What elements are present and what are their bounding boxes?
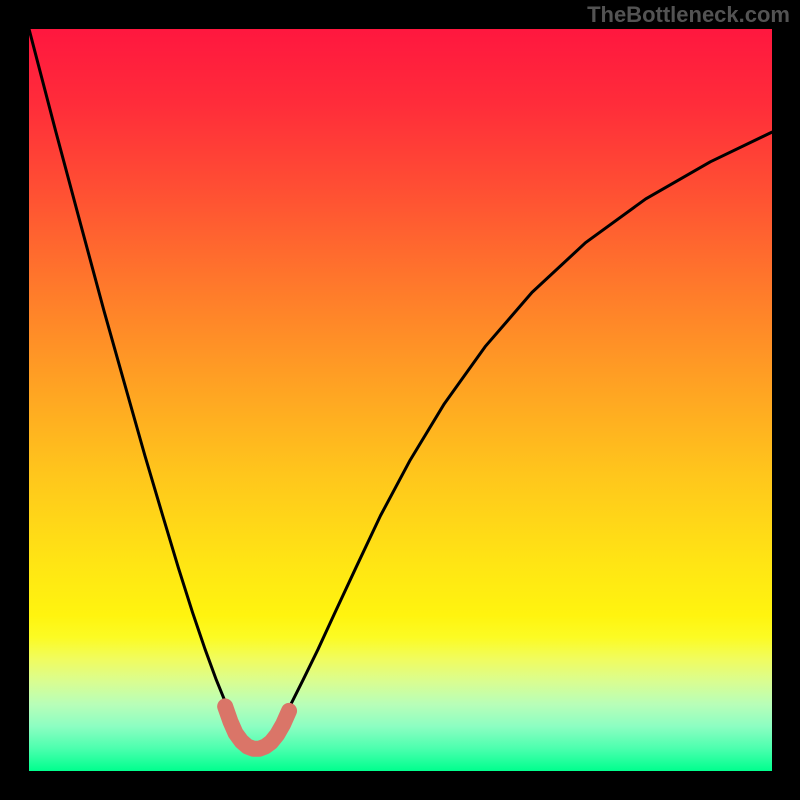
curve-left xyxy=(29,29,258,750)
watermark-text: TheBottleneck.com xyxy=(587,2,790,28)
curves-layer xyxy=(29,29,772,771)
curve-right xyxy=(258,132,772,750)
plot-area xyxy=(29,29,772,771)
minimum-marker xyxy=(225,706,289,748)
